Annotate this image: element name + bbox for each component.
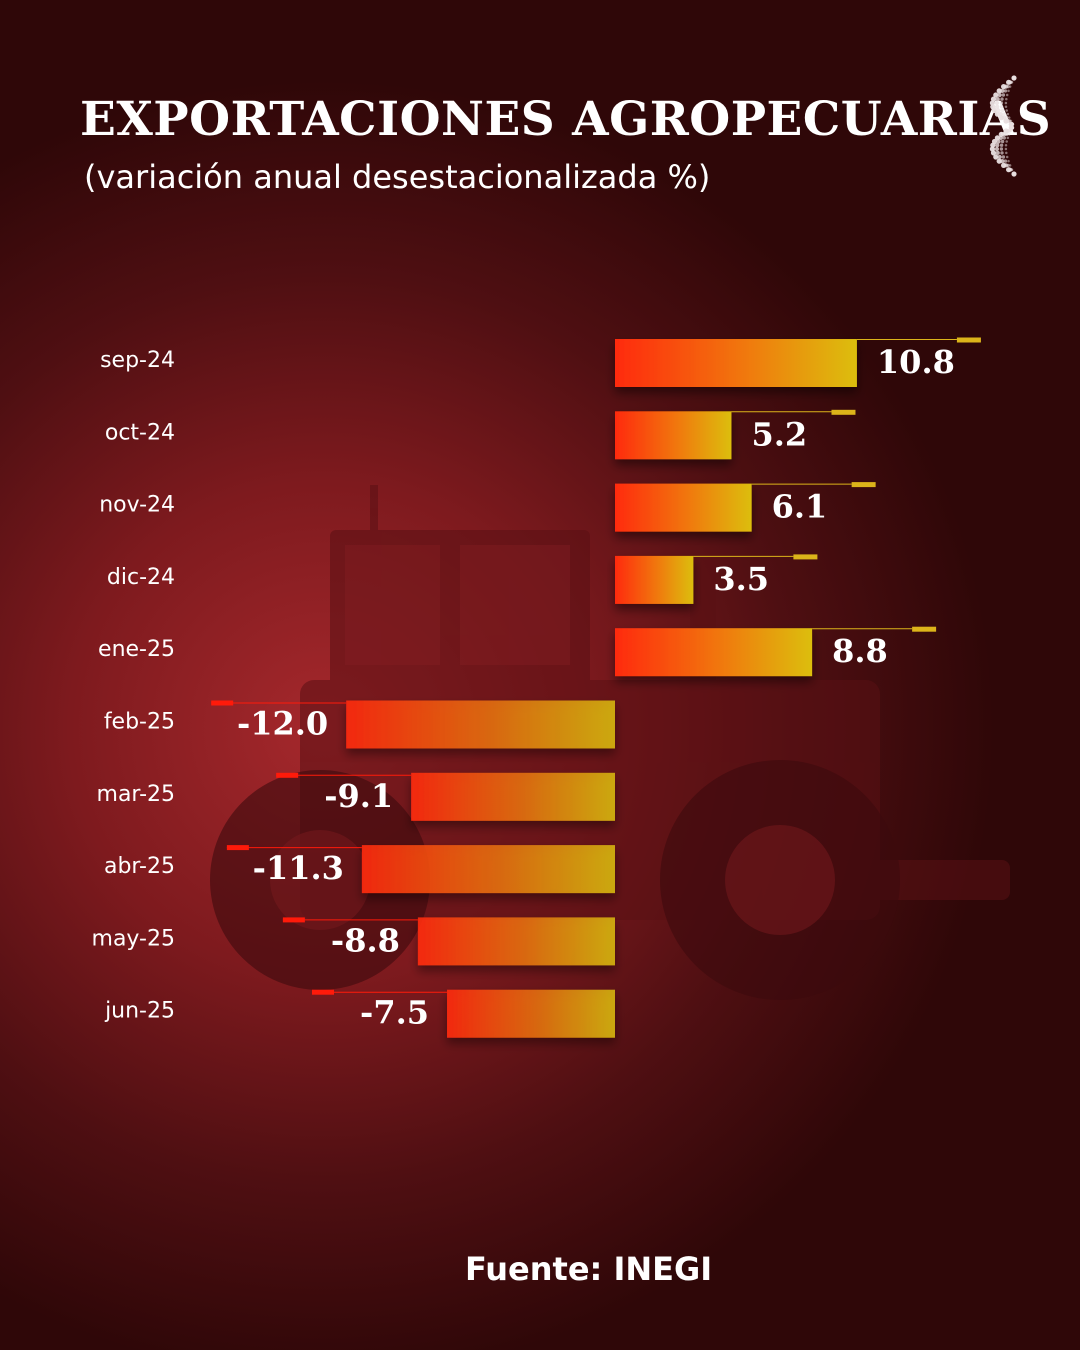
value-accent-tick [312,989,334,995]
value-label: 8.8 [832,632,888,670]
value-label: 3.5 [713,560,769,598]
value-accent-tick [226,845,249,851]
bar [615,555,694,604]
value-label: 5.2 [751,415,807,453]
category-label: abr-25 [104,854,175,879]
category-label: jun-25 [104,999,175,1024]
category-label: ene-25 [98,637,175,662]
value-label: -7.5 [360,994,429,1032]
chart-title: EXPORTACIONES AGROPECUARIAS [80,92,1052,147]
value-accent-tick [912,626,937,632]
brand-logo-icon [989,75,1017,177]
bar [615,628,813,677]
value-accent-tick [851,482,876,488]
bar [615,411,732,460]
category-label: sep-24 [100,348,175,373]
bar [447,989,615,1038]
value-accent-tick [831,409,856,415]
category-label: nov-24 [99,493,175,518]
value-accent-tick [282,917,305,923]
value-label: -8.8 [331,921,400,959]
value-label: 6.1 [772,488,828,526]
bar [615,339,857,387]
value-accent-tick [793,554,818,560]
value-label: 10.8 [877,343,955,381]
value-accent-tick [276,772,299,778]
category-label: feb-25 [104,710,175,735]
bar [615,483,752,532]
bar [346,700,615,749]
source-note: Fuente: INEGI [465,1250,713,1288]
bar [417,917,615,966]
value-label: -11.3 [253,849,344,887]
category-label: dic-24 [107,565,175,590]
value-label: -9.1 [324,777,393,815]
value-label: -12.0 [237,705,328,743]
bar [411,772,615,821]
category-label: may-25 [92,926,175,951]
category-label: mar-25 [97,782,175,807]
value-accent-tick [956,337,981,343]
bar [361,845,615,894]
category-label: oct-24 [105,420,175,445]
chart-subtitle: (variación anual desestacionalizada %) [84,158,711,196]
value-accent-tick [211,700,234,706]
